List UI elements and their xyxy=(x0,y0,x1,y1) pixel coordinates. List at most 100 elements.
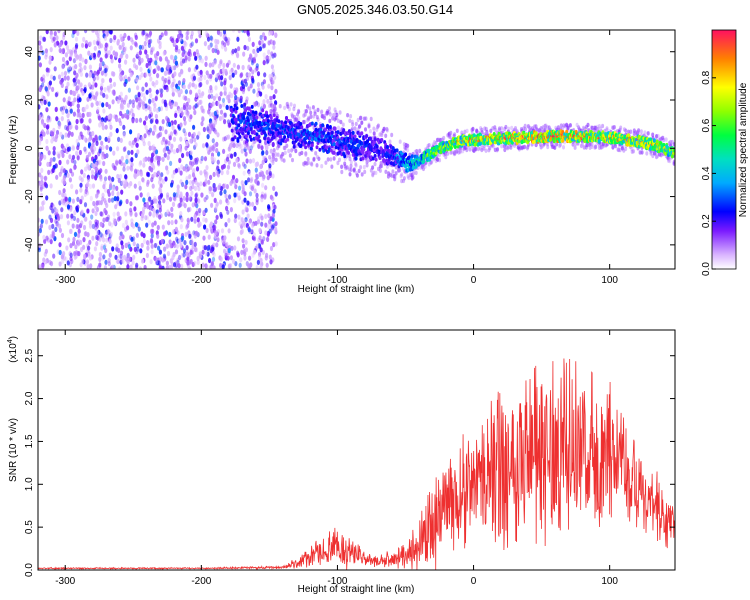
spectrogram-cell xyxy=(234,94,238,101)
spectrogram-cell xyxy=(248,158,253,164)
spectrogram-cell xyxy=(76,155,80,161)
spectrogram-cell xyxy=(177,33,181,40)
spectrogram-cell xyxy=(104,124,108,130)
spectrogram-cell xyxy=(334,145,338,150)
spectrogram-cell xyxy=(257,237,261,243)
spectrogram-cell xyxy=(272,208,276,214)
spectrogram-cell xyxy=(94,82,98,88)
spectrogram-cell xyxy=(91,223,95,229)
spectrogram-cell xyxy=(41,263,45,269)
spectrogram-cell xyxy=(142,197,146,203)
spectrogram-cell xyxy=(229,143,233,149)
spectrogram-cell xyxy=(38,264,42,269)
spectrogram-cell xyxy=(55,133,59,139)
spectrogram-cell xyxy=(290,123,294,128)
spectrogram-cell xyxy=(69,52,73,58)
spectrogram-cell xyxy=(95,100,99,107)
spectrogram-cell xyxy=(223,86,227,92)
spectrogram-cell xyxy=(206,134,210,140)
spectrogram-cell xyxy=(110,197,115,203)
spectrogram-cell xyxy=(304,145,308,150)
spectrogram-cell xyxy=(185,151,189,157)
spectrogram-cell xyxy=(226,134,231,140)
spectrogram-cell xyxy=(241,131,245,136)
spectrogram-cell xyxy=(51,131,55,137)
spectrogram-cell xyxy=(53,30,57,37)
spectrogram-cell xyxy=(243,30,247,34)
spectrogram-cell xyxy=(310,121,314,126)
spectrogram-cell xyxy=(500,126,504,131)
spectrogram-cell xyxy=(246,118,250,123)
spectrogram-cell xyxy=(76,145,80,151)
spectrogram-cell xyxy=(225,104,229,110)
spectrogram-cell xyxy=(73,70,77,76)
spectrogram-cell xyxy=(182,58,186,64)
spectrogram-cell xyxy=(269,115,273,120)
spectrogram-cell xyxy=(205,165,209,171)
spectrogram-cell xyxy=(80,220,84,226)
spectrogram-cell xyxy=(177,30,181,34)
spectrogram-cell xyxy=(145,62,149,69)
spectrogram-cell xyxy=(594,144,598,150)
spectrogram-cell xyxy=(365,163,369,168)
spectrogram-cell xyxy=(158,34,162,41)
spectrogram-cell xyxy=(226,255,230,261)
spectrogram-cell xyxy=(226,209,230,215)
spectrogram-cell xyxy=(224,252,228,258)
spectrogram-cell xyxy=(144,215,148,221)
spectrogram-cell xyxy=(238,262,242,268)
spectrogram-cell xyxy=(397,167,401,173)
spectrogram-cell xyxy=(140,215,144,222)
spectrogram-cell xyxy=(238,221,242,227)
spectrogram-cell xyxy=(135,262,139,268)
spectrogram-cell xyxy=(167,79,171,85)
spectrogram-cell xyxy=(199,72,203,78)
spectrogram-cell xyxy=(194,247,199,253)
spectrogram-cell xyxy=(224,193,228,199)
spectrogram-cell xyxy=(151,46,155,52)
spectrogram-cell xyxy=(97,115,101,121)
spectrogram-cell xyxy=(166,192,170,198)
spectrogram-cell xyxy=(267,83,271,89)
spectrogram-cell xyxy=(81,57,85,63)
spectrogram-cell xyxy=(171,37,175,44)
spectrogram-cell xyxy=(76,241,81,247)
spectrogram-cell xyxy=(116,146,120,152)
spectrogram-cell xyxy=(235,178,239,184)
spectrogram-cell xyxy=(195,159,199,165)
spectrogram-cell xyxy=(139,192,143,198)
spectrogram-cell xyxy=(170,83,174,89)
spectrogram-cell xyxy=(100,211,104,217)
spectrogram-cell xyxy=(219,262,223,268)
spectrogram-cell xyxy=(161,224,165,230)
spectrogram-cell xyxy=(174,47,178,53)
spectrogram-cell xyxy=(189,258,193,265)
spectrogram-cell xyxy=(185,101,189,107)
spectrogram-cell xyxy=(58,249,62,256)
spectrogram-cell xyxy=(76,196,80,202)
spectrogram-cell xyxy=(133,206,137,212)
spectrogram-cell xyxy=(94,134,98,140)
spectrogram-cell xyxy=(38,247,42,253)
spectrogram-cell xyxy=(241,83,246,90)
spectrogram-cell xyxy=(156,155,161,161)
spectrogram-cell xyxy=(45,235,49,241)
spectrogram-cell xyxy=(189,249,193,255)
spectrogram-cell xyxy=(180,45,184,51)
spectrogram-cell xyxy=(185,35,189,41)
spectrogram-cell xyxy=(168,121,172,127)
spectrogram-cell xyxy=(220,81,224,87)
spectrogram-cell xyxy=(256,180,260,186)
spectrogram-cell xyxy=(39,206,43,212)
spectrogram-cell xyxy=(137,101,142,107)
spectrogram-cell xyxy=(260,145,264,151)
spectrogram-cell xyxy=(142,238,147,244)
spectrogram-cell xyxy=(123,81,127,87)
spectrogram-cell xyxy=(260,238,264,245)
spectrogram-cell xyxy=(318,147,322,152)
spectrogram-cell xyxy=(132,236,136,242)
spectrogram-cell xyxy=(243,191,247,197)
spectrogram-cell xyxy=(522,144,526,150)
spectrogram-cell xyxy=(66,220,70,226)
spectrogram-cell xyxy=(209,85,213,91)
